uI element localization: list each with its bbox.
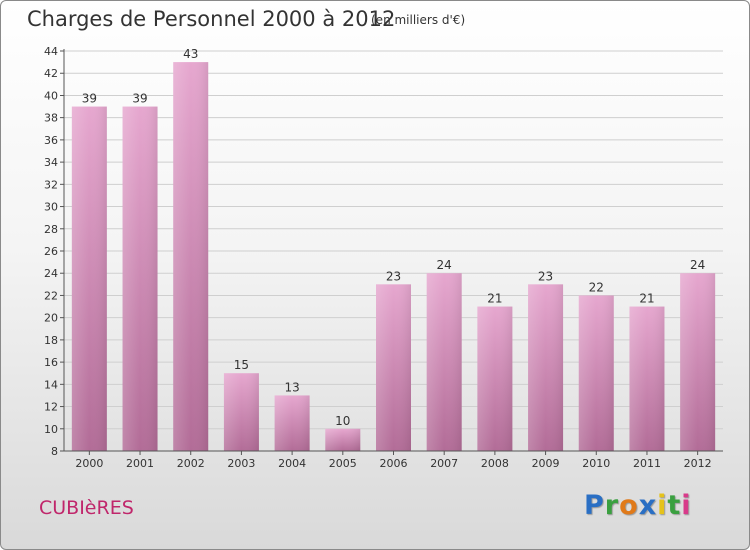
- x-tick-label-2008: 2008: [481, 457, 509, 470]
- x-tick-label-2005: 2005: [329, 457, 357, 470]
- chart-subtitle: (en milliers d'€): [371, 13, 466, 27]
- logo-letter: i: [657, 490, 668, 521]
- y-tick-label: 26: [44, 245, 58, 258]
- x-tick-label-2006: 2006: [380, 457, 408, 470]
- value-label-2003: 15: [234, 358, 249, 372]
- x-tick-label-2001: 2001: [126, 457, 154, 470]
- x-tick-label-2004: 2004: [278, 457, 306, 470]
- y-tick-label: 42: [44, 67, 58, 80]
- value-label-2010: 22: [589, 280, 604, 294]
- value-label-2002: 43: [183, 47, 198, 61]
- bar-shade-2007: [426, 273, 462, 451]
- commune-name: CUBIèRES: [39, 497, 134, 519]
- x-tick-label-2012: 2012: [684, 457, 712, 470]
- y-tick-label: 30: [44, 201, 58, 214]
- bar-shade-2003: [223, 373, 259, 451]
- y-tick-label: 40: [44, 89, 58, 102]
- bar-shade-2012: [680, 273, 716, 451]
- logo-letter: i: [681, 490, 692, 521]
- bar-shade-2008: [477, 306, 513, 451]
- x-tick-label-2003: 2003: [227, 457, 255, 470]
- value-label-2007: 24: [437, 258, 452, 272]
- y-tick-label: 10: [44, 423, 58, 436]
- proxiti-logo: Proxiti: [584, 490, 692, 521]
- y-tick-label: 8: [51, 445, 58, 458]
- value-label-2011: 21: [639, 292, 654, 306]
- bar-shade-2009: [528, 284, 564, 451]
- logo-letter: r: [604, 490, 620, 521]
- value-label-2012: 24: [690, 258, 705, 272]
- x-tick-label-2011: 2011: [633, 457, 661, 470]
- y-tick-label: 20: [44, 312, 58, 325]
- logo-letter: o: [619, 490, 639, 521]
- bars: 39 39 43 15 13 10 23 24 21 23 22 21 24: [71, 47, 716, 452]
- logo-letter: t: [667, 490, 682, 521]
- y-tick-label: 44: [44, 45, 58, 58]
- y-tick-label: 18: [44, 334, 58, 347]
- bar-shade-2005: [325, 428, 361, 451]
- y-tick-label: 14: [44, 378, 58, 391]
- bar-shade-2004: [274, 395, 310, 451]
- x-tick-label-2010: 2010: [582, 457, 610, 470]
- x-tick-label-2009: 2009: [532, 457, 560, 470]
- bar-shade-2002: [173, 62, 209, 451]
- x-tick-label-2000: 2000: [75, 457, 103, 470]
- x-tick-label-2007: 2007: [430, 457, 458, 470]
- value-label-2008: 21: [487, 292, 502, 306]
- y-tick-label: 24: [44, 267, 58, 280]
- y-tick-label: 22: [44, 289, 58, 302]
- logo-letter: x: [638, 490, 658, 521]
- bar-shade-2001: [122, 106, 158, 452]
- value-label-2001: 39: [132, 92, 147, 106]
- y-tick-label: 36: [44, 134, 58, 147]
- value-label-2005: 10: [335, 414, 350, 428]
- x-tick-label-2002: 2002: [177, 457, 205, 470]
- bar-shade-2011: [629, 306, 665, 451]
- bar-shade-2006: [376, 284, 411, 451]
- chart-title: Charges de Personnel 2000 à 2012: [27, 7, 396, 31]
- axes: 8 10 12 14 16 18 20 22 24 26 28 30 32 34 36 38 40 42 44 200…: [44, 45, 723, 470]
- y-tick-label: 32: [44, 178, 58, 191]
- value-label-2006: 23: [386, 269, 401, 283]
- y-tick-label: 38: [44, 112, 58, 125]
- value-label-2000: 39: [82, 92, 97, 106]
- y-tick-label: 16: [44, 356, 58, 369]
- y-tick-label: 28: [44, 223, 58, 236]
- logo-letter: P: [584, 490, 605, 521]
- bar-shade-2000: [71, 106, 107, 452]
- y-tick-label: 34: [44, 156, 58, 169]
- value-label-2004: 13: [284, 380, 299, 394]
- value-label-2009: 23: [538, 269, 553, 283]
- bar-shade-2010: [578, 295, 614, 451]
- y-tick-label: 12: [44, 401, 58, 414]
